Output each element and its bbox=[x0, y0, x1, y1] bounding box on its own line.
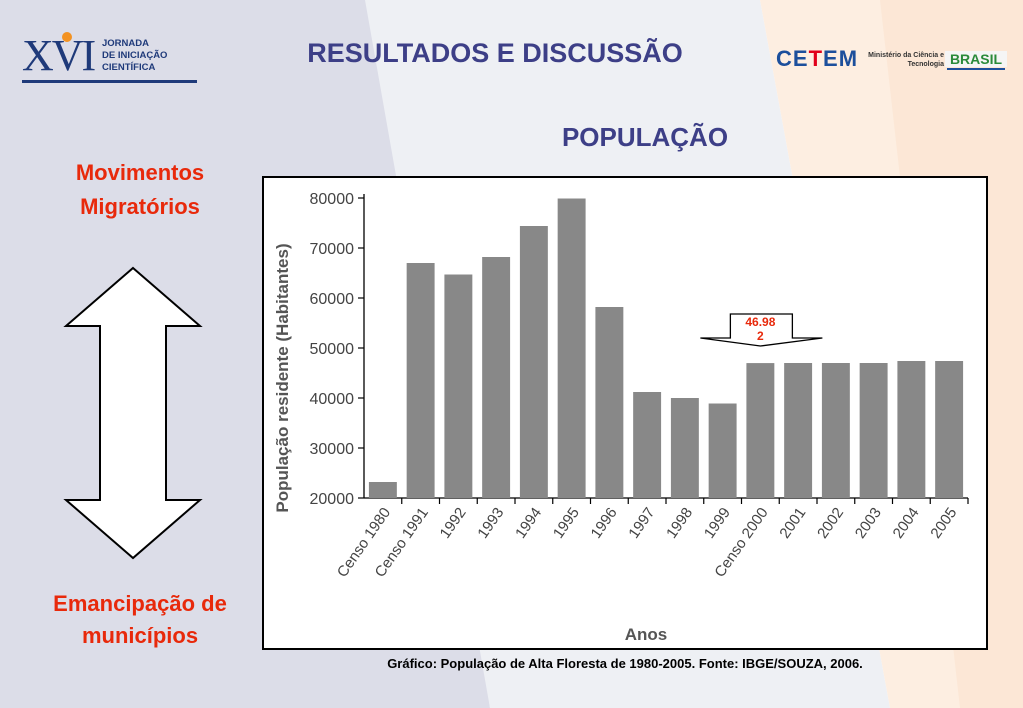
callout-text-line-2: 2 bbox=[757, 329, 764, 343]
bar-1996 bbox=[595, 307, 624, 498]
x-tick-label: 1994 bbox=[512, 505, 545, 542]
chart-svg: 20000300004000050000600007000080000Censo… bbox=[273, 191, 969, 644]
left-top-line-1: Movimentos bbox=[75, 160, 205, 185]
y-tick-label: 50000 bbox=[310, 341, 355, 358]
x-tick-label: 2003 bbox=[852, 505, 885, 542]
y-axis-title: População residente (Habitantes) bbox=[273, 243, 292, 512]
xvi-logo-underline bbox=[22, 80, 197, 83]
left-bottom-line-1: Emancipação de bbox=[53, 591, 227, 616]
x-tick-label: 1992 bbox=[437, 505, 470, 542]
x-tick-label: 1996 bbox=[588, 505, 621, 542]
chart-caption: Gráfico: População de Alta Floresta de 1… bbox=[387, 656, 863, 671]
x-tick-label: 1998 bbox=[663, 505, 696, 542]
bar-censo-1980 bbox=[368, 482, 397, 498]
bar-1998 bbox=[670, 398, 699, 498]
value-callout-arrow bbox=[700, 313, 823, 347]
y-tick-label: 20000 bbox=[310, 491, 355, 508]
bar-1995 bbox=[557, 198, 586, 498]
x-tick-label: 1997 bbox=[625, 505, 658, 542]
x-tick-label: 1995 bbox=[550, 505, 583, 542]
bar-2005 bbox=[935, 361, 964, 498]
xvi-logo: XVI JORNADA DE INICIAÇÃO CIENTÍFICA bbox=[22, 28, 197, 84]
brasil-logo-text: BRASIL bbox=[950, 51, 1003, 67]
x-axis-title: Anos bbox=[625, 625, 668, 644]
y-tick-label: 40000 bbox=[310, 391, 355, 408]
xvi-logo-mark: XVI bbox=[22, 31, 96, 80]
xvi-logo-text: JORNADA DE INICIAÇÃO CIENTÍFICA bbox=[102, 38, 192, 74]
bar-1992 bbox=[444, 274, 473, 498]
y-tick-label: 60000 bbox=[310, 291, 355, 308]
left-bottom-line-2: municípios bbox=[81, 623, 199, 648]
left-top-line-2: Migratórios bbox=[80, 194, 200, 219]
bar-2001 bbox=[784, 363, 813, 498]
bar-censo-2000 bbox=[746, 363, 775, 498]
bar-2004 bbox=[897, 361, 926, 498]
x-tick-label: 1993 bbox=[474, 505, 507, 542]
y-tick-label: 30000 bbox=[310, 441, 355, 458]
ministerio-logo-text: Ministério da Ciência e Tecnologia bbox=[868, 52, 944, 68]
bar-2003 bbox=[859, 363, 888, 498]
x-tick-label: 2005 bbox=[927, 505, 960, 542]
brasil-logo: BRASIL bbox=[945, 51, 1007, 70]
bar-2002 bbox=[821, 363, 850, 498]
logo-text-line-3: CIENTÍFICA bbox=[102, 62, 156, 73]
cetem-logo: CETEM bbox=[776, 46, 859, 71]
section-subtitle: POPULAÇÃO bbox=[561, 122, 729, 152]
x-tick-label: 1999 bbox=[701, 505, 734, 542]
bar-1994 bbox=[519, 226, 548, 498]
bar-1993 bbox=[482, 257, 511, 498]
xvi-logo-dot bbox=[62, 32, 72, 42]
slide-title: RESULTADOS E DISCUSSÃO bbox=[307, 38, 683, 68]
y-tick-label: 70000 bbox=[310, 241, 355, 258]
bar-1997 bbox=[633, 392, 662, 498]
movimentos-migratorios-label: Movimentos Migratórios bbox=[40, 156, 240, 224]
bar-censo-1991 bbox=[406, 263, 435, 498]
x-tick-label: 2004 bbox=[890, 505, 923, 542]
double-arrow-icon bbox=[63, 266, 203, 560]
logo-text-line-1: JORNADA bbox=[102, 38, 149, 49]
x-tick-label: 2002 bbox=[814, 505, 847, 542]
emancipacao-label: Emancipação de municípios bbox=[20, 588, 260, 652]
population-chart: 20000 30000 40000 50000 60000 70000 80000 Censo… bbox=[262, 176, 988, 650]
y-tick-label: 80000 bbox=[310, 191, 355, 208]
bar-1999 bbox=[708, 403, 737, 498]
callout-text-line-1: 46.98 bbox=[745, 315, 775, 329]
x-tick-label: 2001 bbox=[776, 505, 809, 542]
logo-text-line-2: DE INICIAÇÃO bbox=[102, 50, 168, 61]
